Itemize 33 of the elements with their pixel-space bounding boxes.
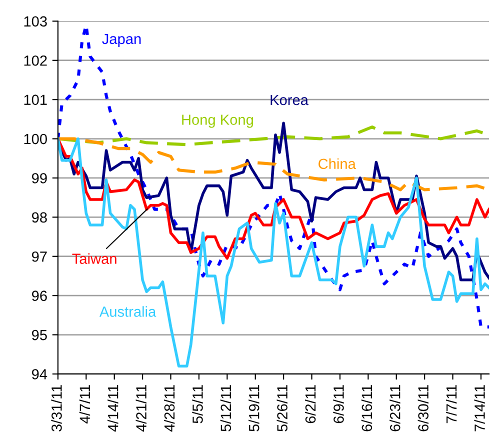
line-series (58, 137, 490, 368)
x-tick-label: 5/26/11 (276, 385, 288, 432)
series-label: Hong Kong (182, 114, 253, 128)
series-label: Australia (99, 306, 156, 317)
series-label: Japan (102, 34, 141, 48)
y-tick-label: 101 (24, 94, 47, 105)
x-tick-label: 5/19/11 (248, 385, 260, 432)
y-tick-label: 102 (24, 55, 47, 66)
x-tick-label: 4/7/11 (79, 385, 90, 424)
x-tick-label: 5/5/11 (192, 385, 203, 424)
x-tick-label: 4/28/11 (164, 385, 175, 432)
x-tick-label: 6/16/11 (361, 385, 372, 432)
x-tick-label: 6/23/11 (390, 385, 400, 432)
x-tick-label: 6/30/11 (418, 385, 428, 432)
y-tick-label: 97 (32, 251, 47, 262)
x-tick-label: 5/12/11 (220, 385, 232, 432)
y-tick-label: 98 (32, 212, 47, 223)
y-tick-label: 100 (24, 134, 47, 144)
y-tick-label: 96 (32, 290, 47, 301)
x-tick-label: 6/2/11 (304, 385, 316, 424)
x-tick-label: 7/7/11 (446, 385, 457, 424)
x-tick-label: 4/21/11 (136, 385, 146, 432)
y-tick-label: 103 (24, 16, 47, 27)
y-tick-label: 94 (32, 369, 48, 380)
y-tick-label: 99 (32, 173, 47, 184)
y-tick-label: 95 (32, 330, 47, 340)
x-tick-label: 3/31/11 (51, 385, 62, 432)
x-tick-label: 4/14/11 (108, 385, 118, 432)
series-label: China (318, 158, 356, 170)
text: Taiwan (72, 253, 116, 264)
x-tick-label: 6/9/11 (333, 385, 344, 424)
x-tick-label: 7/14/11 (474, 385, 485, 432)
series-label: Korea (270, 94, 308, 106)
